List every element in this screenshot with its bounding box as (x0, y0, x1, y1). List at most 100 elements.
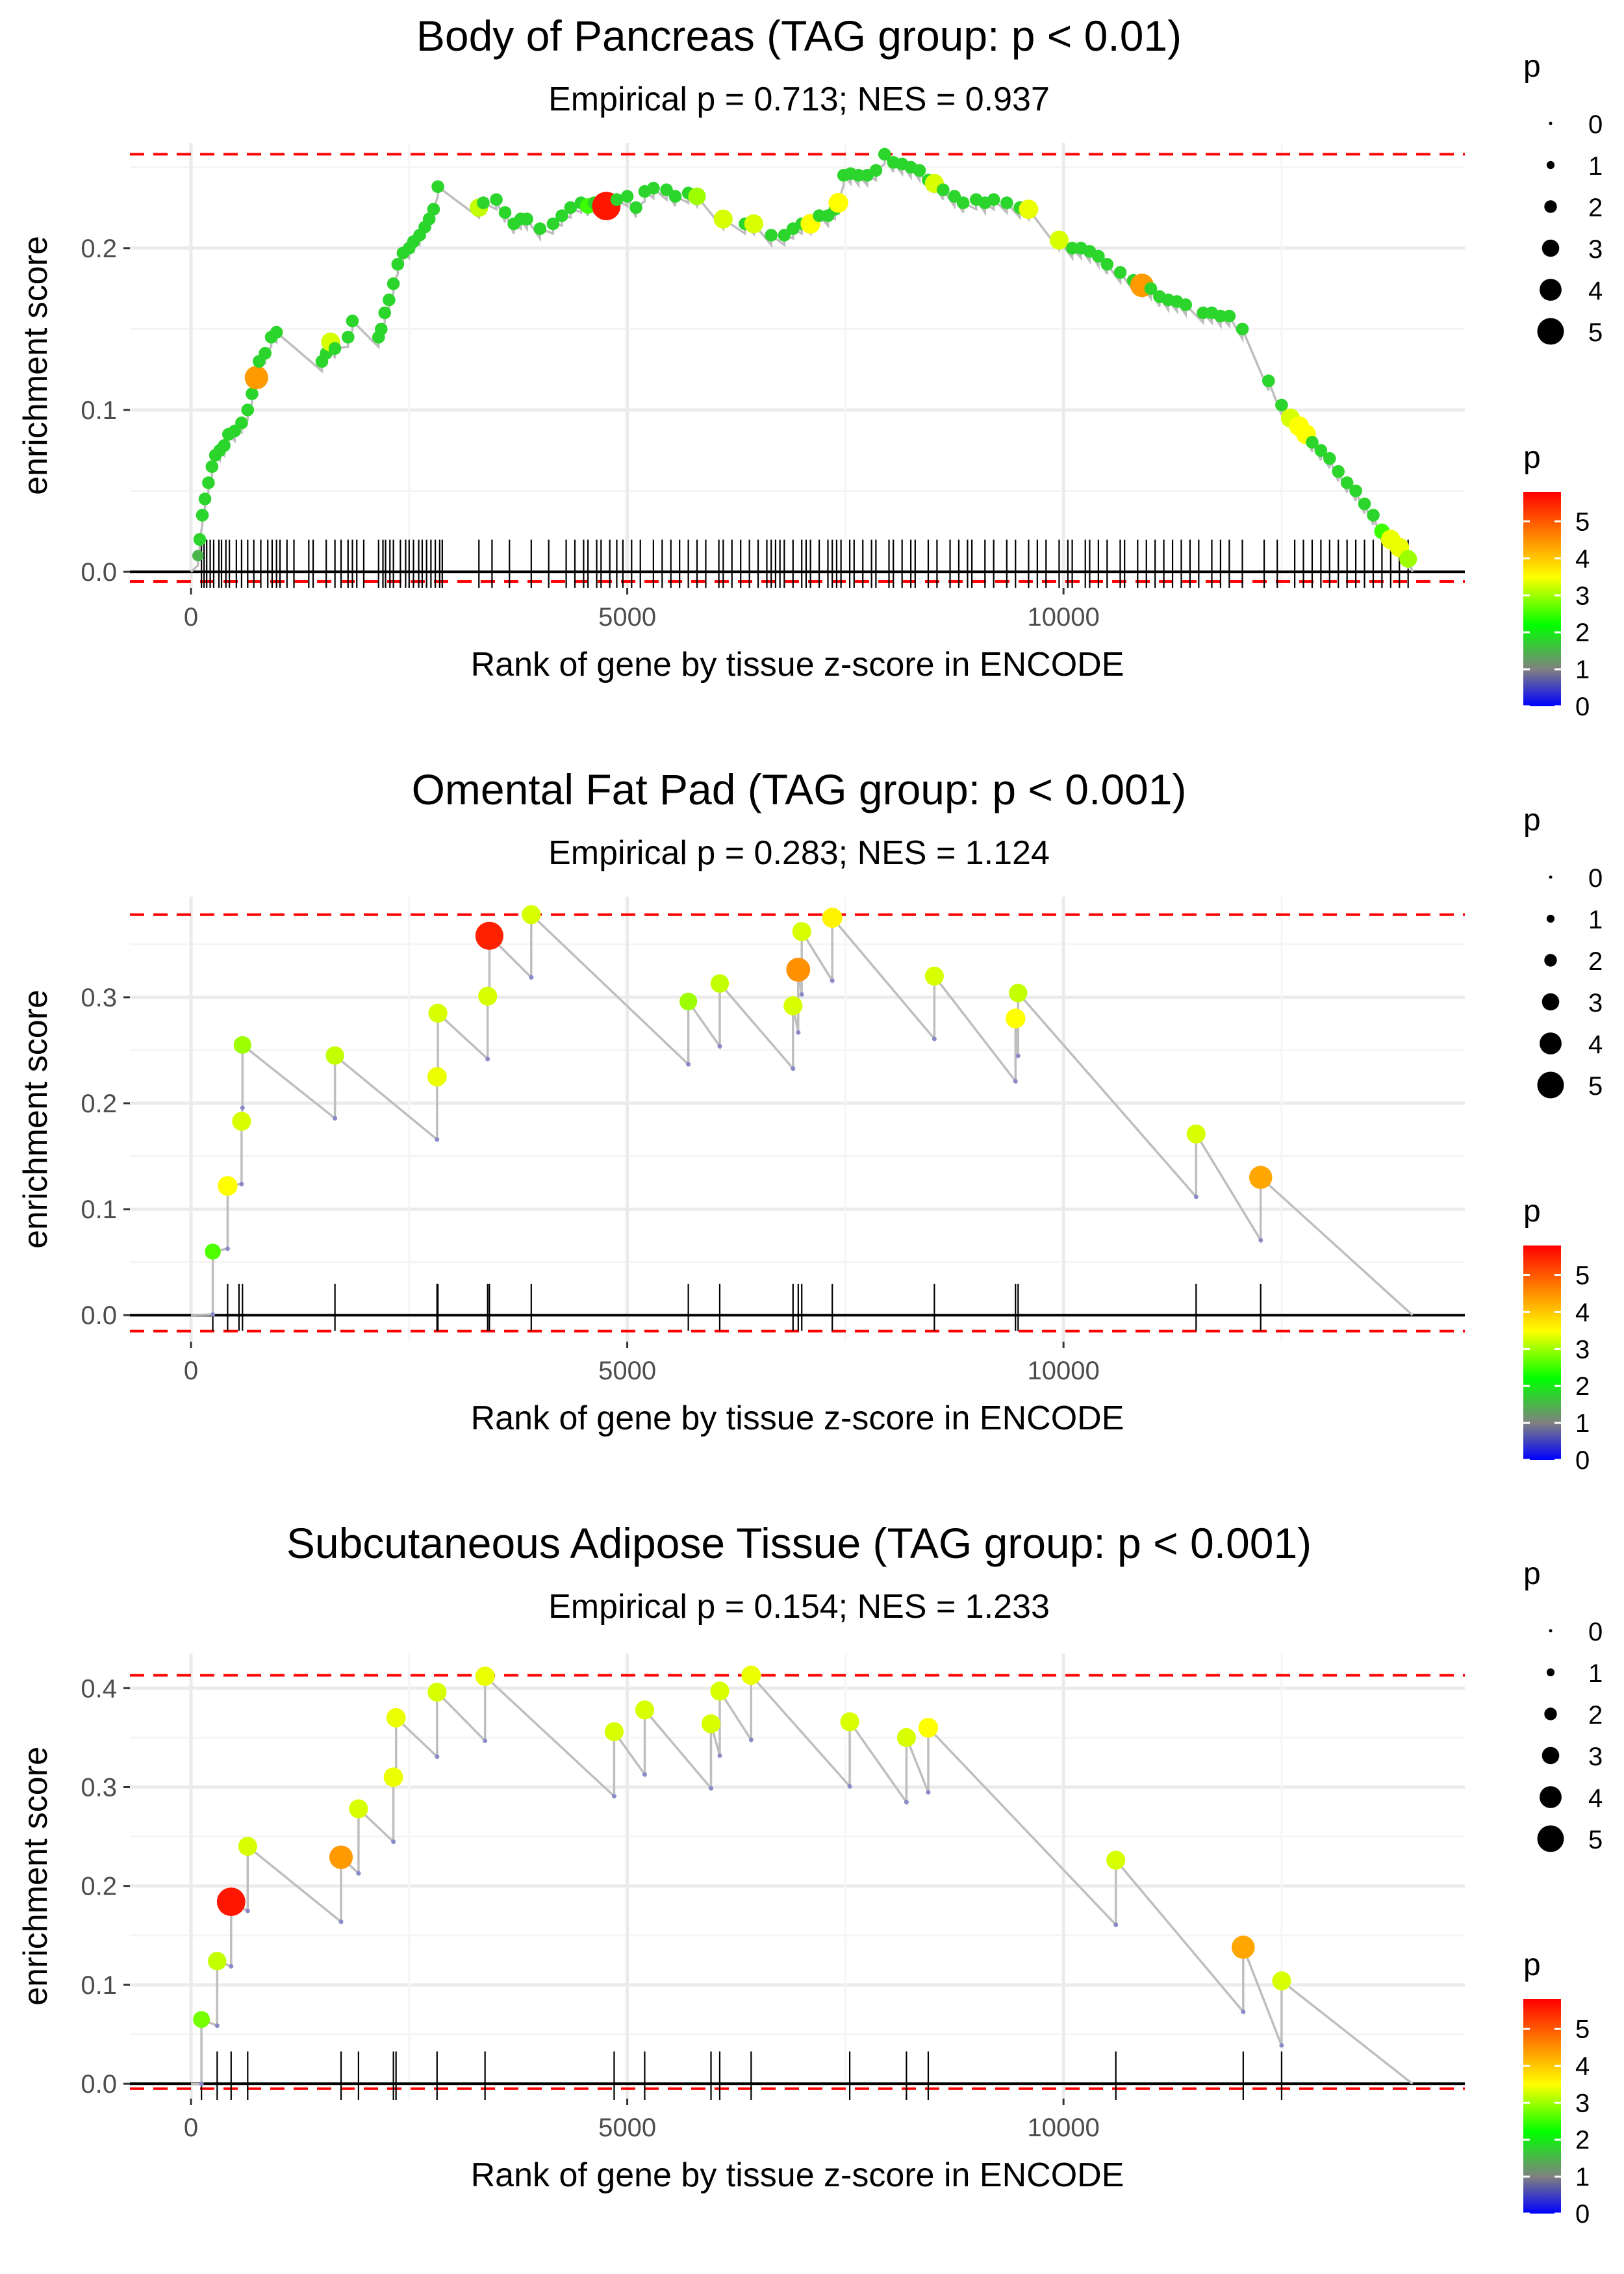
y-tick-label: 0.3 (81, 1774, 117, 1802)
chart-panel-1: Body of Pancreas (TAG group: p < 0.01) Em… (17, 12, 1465, 683)
size-legend-label: 4 (1588, 1030, 1603, 1059)
data-point (1340, 476, 1354, 489)
color-bar-label: 0 (1575, 1446, 1590, 1475)
chart-subtitle: Empirical p = 0.283; NES = 1.124 (548, 834, 1050, 872)
size-legend-label: 1 (1588, 906, 1603, 934)
base-point (799, 991, 804, 997)
base-point (796, 1030, 801, 1035)
data-point (193, 533, 207, 546)
data-point (383, 1767, 403, 1787)
data-point (937, 183, 950, 197)
base-point (791, 1066, 796, 1071)
x-tick-label: 5000 (598, 603, 656, 632)
data-point (349, 1799, 368, 1819)
base-point (214, 2023, 220, 2028)
color-bar-label: 1 (1575, 656, 1590, 684)
base-point (245, 1908, 250, 1913)
data-point (205, 460, 219, 473)
data-point (948, 190, 961, 203)
data-point (741, 1665, 761, 1685)
color-legend-title: p (1523, 441, 1541, 475)
chart-panel-3: Subcutaneous Adipose Tissue (TAG group: … (17, 1519, 1465, 2194)
legend-3: p 0 1 2 3 4 5 p 0 1 2 3 4 5 (1523, 1557, 1603, 2229)
y-axis-title: enrichment score (17, 990, 55, 1249)
x-tick-label: 0 (184, 1357, 198, 1385)
base-point (356, 1871, 361, 1876)
size-legend-label: 3 (1588, 989, 1603, 1017)
x-axis-title: Rank of gene by tissue z-score in ENCODE (471, 646, 1124, 683)
data-point (192, 550, 204, 561)
data-point (786, 958, 811, 982)
data-point (1236, 322, 1249, 336)
data-point (564, 201, 577, 214)
data-point (193, 2011, 210, 2028)
data-point (878, 147, 891, 161)
data-point (1275, 398, 1288, 412)
base-point (338, 1919, 344, 1924)
color-legend-title: p (1523, 1194, 1541, 1229)
y-axis-title: enrichment score (17, 1746, 55, 2006)
color-bar (1523, 1999, 1561, 2214)
data-point (713, 209, 733, 229)
data-point (391, 258, 405, 271)
color-bar (1523, 1246, 1561, 1460)
data-point (383, 293, 396, 307)
data-point (1214, 309, 1227, 323)
data-point (1349, 484, 1362, 498)
color-bar-label: 4 (1575, 2052, 1590, 2080)
size-legend-label: 4 (1588, 277, 1603, 305)
size-legend-label: 3 (1588, 1743, 1603, 1771)
y-tick-label: 0.1 (81, 1971, 117, 2000)
size-legend-key (1540, 1032, 1562, 1054)
data-point (196, 509, 209, 522)
data-point (1249, 1166, 1273, 1189)
data-point (475, 1667, 495, 1686)
data-point (679, 992, 698, 1011)
y-tick-label: 0.1 (81, 396, 117, 425)
data-point (1358, 497, 1371, 511)
data-point (259, 347, 272, 360)
data-point (386, 1708, 406, 1728)
size-legend-key (1542, 239, 1560, 257)
base-point (210, 1312, 216, 1317)
color-bar-label: 4 (1575, 1298, 1590, 1327)
base-point (904, 1800, 909, 1805)
data-point (783, 996, 803, 1016)
base-point (1258, 1238, 1263, 1243)
data-point (1179, 298, 1192, 311)
data-point (1065, 242, 1079, 255)
data-point (1000, 196, 1013, 210)
size-legend-key (1549, 1629, 1553, 1633)
color-bar-label: 4 (1575, 544, 1590, 573)
data-point (688, 187, 706, 205)
data-point (218, 1176, 238, 1196)
base-point (1193, 1194, 1199, 1199)
data-point (428, 1003, 448, 1023)
data-point (869, 164, 883, 177)
data-point (1106, 1850, 1126, 1870)
base-point (333, 1116, 338, 1121)
y-tick-label: 0.4 (81, 1674, 117, 1703)
base-point (529, 975, 534, 980)
data-point (1399, 550, 1417, 568)
data-point (792, 922, 811, 941)
size-legend-key (1540, 279, 1562, 301)
data-point (610, 193, 624, 207)
data-point (744, 214, 763, 234)
data-point (1272, 1971, 1291, 1991)
size-legend-label: 0 (1588, 864, 1603, 893)
size-legend-key (1546, 160, 1555, 170)
size-legend-label: 1 (1588, 1659, 1603, 1688)
x-tick-label: 10000 (1028, 2114, 1100, 2142)
data-point (852, 169, 865, 182)
data-point (208, 1952, 227, 1971)
data-point (378, 306, 391, 320)
data-point (205, 1244, 221, 1260)
chart-title: Omental Fat Pad (TAG group: p < 0.001) (412, 765, 1187, 813)
data-point (1144, 282, 1158, 296)
data-point (913, 164, 926, 177)
data-point (202, 476, 215, 489)
running-score-line (190, 153, 1414, 573)
y-tick-label: 0.0 (81, 1301, 117, 1330)
